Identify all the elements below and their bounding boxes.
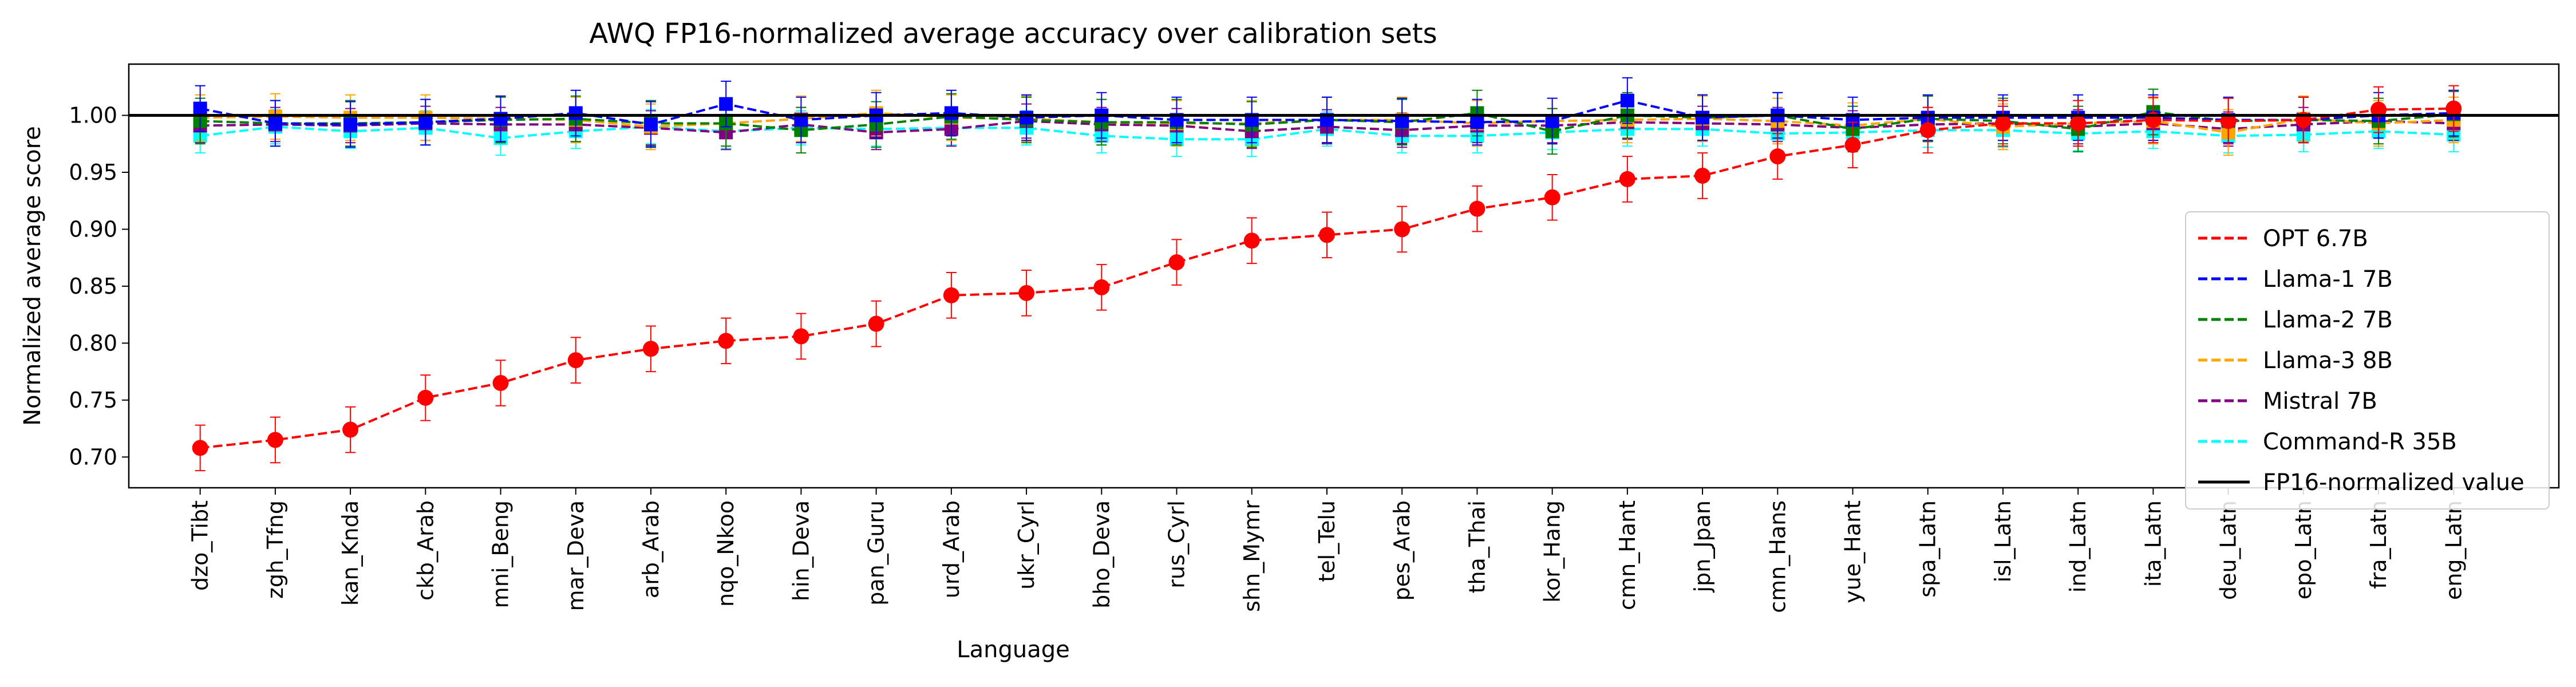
y-tick-label: 0.70 xyxy=(69,444,117,469)
data-point xyxy=(193,101,207,116)
x-tick-label: zgh_Tfng xyxy=(263,500,288,599)
legend-label: Command-R 35B xyxy=(2263,429,2457,455)
chart-title: AWQ FP16-normalized average accuracy ove… xyxy=(589,18,1437,50)
x-tick-label: pes_Arab xyxy=(1389,500,1415,601)
y-axis-label: Normalized average score xyxy=(19,126,46,426)
data-point xyxy=(342,421,359,438)
data-point xyxy=(1469,200,1485,217)
legend-label: Mistral 7B xyxy=(2263,388,2377,414)
x-tick-label: pan_Guru xyxy=(864,500,889,606)
data-point xyxy=(642,341,659,357)
data-point xyxy=(1394,221,1411,238)
x-tick-label: ckb_Arab xyxy=(413,500,438,601)
data-point xyxy=(944,106,958,120)
data-point xyxy=(1544,189,1560,206)
data-point xyxy=(267,432,283,448)
data-point xyxy=(2070,115,2087,132)
x-tick-label: cmn_Hant xyxy=(1615,500,1640,610)
x-axis-label: Language xyxy=(957,637,1069,663)
x-tick-label: ind_Latn xyxy=(2065,500,2091,593)
x-tick-label: shn_Mymr xyxy=(1239,500,1265,612)
plot-area: 0.70 0.75 0.80 0.85 0.90 0.95 1.00 dzo_Tibt zgh_… xyxy=(69,63,2560,613)
legend: OPT 6.7B Llama-1 7B Llama-2 7B Llama-3 8B Mi… xyxy=(2185,211,2550,510)
data-point xyxy=(793,328,809,345)
data-point xyxy=(2220,113,2237,129)
x-tick-label: spa_Latn xyxy=(1915,500,1941,598)
data-point xyxy=(2445,100,2462,117)
data-point xyxy=(719,97,733,111)
x-tick-label: tel_Telu xyxy=(1314,500,1340,582)
data-point xyxy=(1470,115,1484,129)
x-tick-label: deu_Latn xyxy=(2216,500,2241,600)
x-tick-label: urd_Arab xyxy=(939,500,964,598)
x-tick-label: kor_Hang xyxy=(1540,500,1565,603)
x-tick-label: kan_Knda xyxy=(338,500,363,606)
x-tick-label: dzo_Tibt xyxy=(188,500,213,591)
data-point xyxy=(1020,110,1034,125)
x-tick-label: eng_Latn xyxy=(2441,500,2466,600)
data-point xyxy=(718,333,734,349)
series-llama-1-7b xyxy=(193,77,2461,148)
data-point xyxy=(2370,101,2387,118)
x-tick-label: jpn_Jpan xyxy=(1690,500,1715,593)
x-tick-label: yue_Hant xyxy=(1840,500,1866,603)
data-point xyxy=(1844,137,1861,153)
data-point xyxy=(343,117,358,132)
data-point xyxy=(1769,148,1786,165)
data-point xyxy=(1696,110,1710,125)
x-tick-label: epo_Latn xyxy=(2291,500,2316,599)
y-tick-label: 0.85 xyxy=(69,274,117,299)
data-point xyxy=(1619,171,1635,187)
x-tick-label: rus_Cyrl xyxy=(1164,500,1190,589)
series-opt-6-7b xyxy=(192,85,2462,472)
data-point xyxy=(1168,254,1185,271)
data-point xyxy=(417,389,434,406)
legend-label: OPT 6.7B xyxy=(2263,226,2368,252)
y-tick-label: 0.90 xyxy=(69,216,117,242)
data-point xyxy=(268,116,282,131)
data-point xyxy=(868,315,884,332)
x-tick-label: isl_Latn xyxy=(1990,500,2016,582)
legend-label: Llama-1 7B xyxy=(2263,266,2393,293)
data-point xyxy=(1318,227,1335,243)
x-tick-label: arb_Arab xyxy=(638,500,663,598)
data-point xyxy=(1018,285,1035,301)
x-tick-label: nqo_Nkoo xyxy=(713,500,738,607)
y-tick-label: 0.95 xyxy=(69,160,117,185)
data-point xyxy=(568,106,583,120)
y-tick-label: 1.00 xyxy=(69,103,117,128)
legend-label: Llama-2 7B xyxy=(2263,307,2393,333)
x-tick-label: fra_Latn xyxy=(2366,500,2391,589)
series-line xyxy=(200,107,2454,449)
data-point xyxy=(418,115,433,129)
x-tick-label: cmn_Hans xyxy=(1765,500,1790,613)
data-point xyxy=(567,352,584,369)
y-tick-label: 0.75 xyxy=(69,388,117,413)
x-tick-label: mar_Deva xyxy=(563,500,588,611)
data-point xyxy=(1093,279,1110,295)
data-point xyxy=(943,287,959,303)
y-tick-label: 0.80 xyxy=(69,330,117,356)
data-point xyxy=(192,440,208,456)
legend-label: Llama-3 8B xyxy=(2263,348,2393,374)
x-tick-label: bho_Deva xyxy=(1089,500,1114,609)
data-point xyxy=(1243,232,1260,249)
x-tick-label: mni_Beng xyxy=(488,500,513,608)
legend-label: FP16-normalized value xyxy=(2263,469,2524,496)
data-point xyxy=(1620,93,1634,108)
data-point xyxy=(1919,122,1936,139)
plot-frame xyxy=(128,63,2560,489)
x-tick-label: tha_Thai xyxy=(1464,500,1490,593)
legend-box xyxy=(2185,211,2550,510)
data-point xyxy=(1994,115,2011,132)
data-point xyxy=(492,374,509,391)
x-tick-label: hin_Deva xyxy=(788,500,813,601)
x-tick-label: ukr_Cyrl xyxy=(1014,500,1039,590)
data-point xyxy=(643,117,658,132)
x-tick-label: ita_Latn xyxy=(2140,500,2166,587)
data-point xyxy=(1694,167,1711,184)
